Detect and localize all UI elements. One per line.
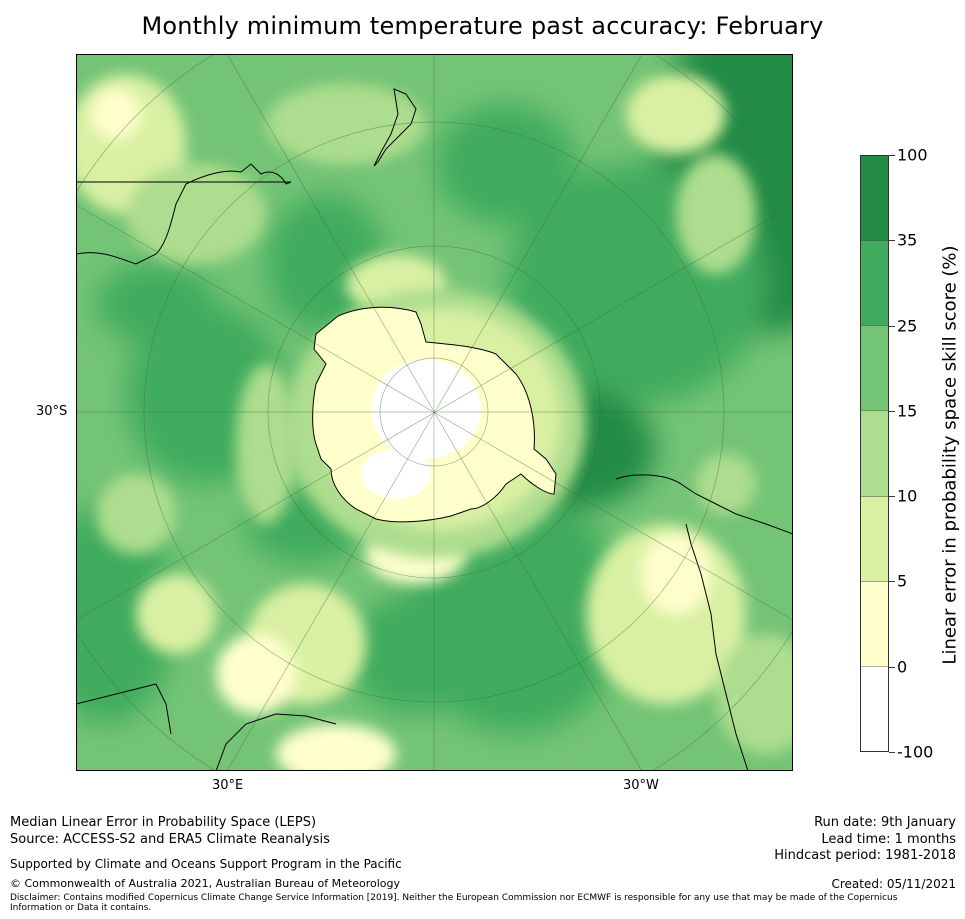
new-zealand [373, 88, 417, 167]
footer-lead-time: Lead time: 1 months [821, 832, 956, 847]
colorbar-segment [861, 666, 888, 751]
footer-hindcast: Hindcast period: 1981-2018 [774, 848, 956, 863]
skill-score-map [76, 54, 793, 771]
colorbar-tick-label: 25 [897, 316, 918, 336]
footer-run-date: Run date: 9th January [814, 815, 956, 830]
colorbar-tick [889, 325, 895, 327]
australia-coast [76, 163, 292, 265]
colorbar-tick [889, 155, 895, 156]
colorbar-tick-label: 10 [897, 486, 918, 506]
colorbar-tick-label: -100 [897, 742, 934, 762]
colorbar-tick [889, 581, 895, 583]
colorbar-tick [889, 240, 895, 242]
map-panel[interactable] [76, 54, 793, 771]
colorbar-tick [889, 752, 895, 753]
colorbar [860, 155, 889, 752]
footer-supported: Supported by Climate and Oceans Support … [10, 857, 402, 871]
colorbar-tick-label: 15 [897, 401, 918, 421]
colorbar-tick [889, 410, 895, 412]
lon-label-30w: 30°W [623, 778, 659, 793]
colorbar-title: Linear error in probability space skill … [939, 245, 961, 665]
disclaimer-line-2: Information or Data it contains. [10, 903, 152, 913]
colorbar-segment [861, 241, 888, 327]
colorbar-tick [889, 496, 895, 498]
graticule [76, 54, 793, 771]
colorbar-tick-label: 5 [897, 571, 908, 591]
footer-source: Source: ACCESS-S2 and ERA5 Climate Reana… [10, 832, 330, 847]
colorbar-tick [889, 666, 895, 668]
ice-shelf-white [361, 449, 431, 499]
polar-interior [371, 359, 481, 459]
skill-field-light [76, 74, 793, 771]
lat-label-30s: 30°S [36, 404, 68, 419]
map-border [76, 54, 793, 771]
south-america-coast [615, 474, 793, 771]
colorbar-segment [861, 326, 888, 412]
footer-copyright: © Commonwealth of Australia 2021, Austra… [10, 877, 400, 890]
chart-title: Monthly minimum temperature past accurac… [141, 12, 824, 40]
colorbar-tick-label: 35 [897, 230, 918, 250]
colorbar-segment [861, 156, 888, 242]
lon-label-30e: 30°E [212, 778, 244, 793]
africa-coast [76, 683, 337, 771]
colorbar-segment [861, 496, 888, 582]
disclaimer-line-1: Disclaimer: Contains modified Copernicus… [10, 893, 898, 903]
footer-leps: Median Linear Error in Probability Space… [10, 815, 317, 830]
colorbar-segment [861, 581, 888, 667]
colorbar-tick-label: 0 [897, 657, 908, 677]
colorbar-tick-label: 100 [897, 145, 928, 165]
footer-created: Created: 05/11/2021 [831, 877, 956, 891]
footer-disclaimer: Disclaimer: Contains modified Copernicus… [10, 893, 897, 913]
colorbar-segment [861, 411, 888, 497]
